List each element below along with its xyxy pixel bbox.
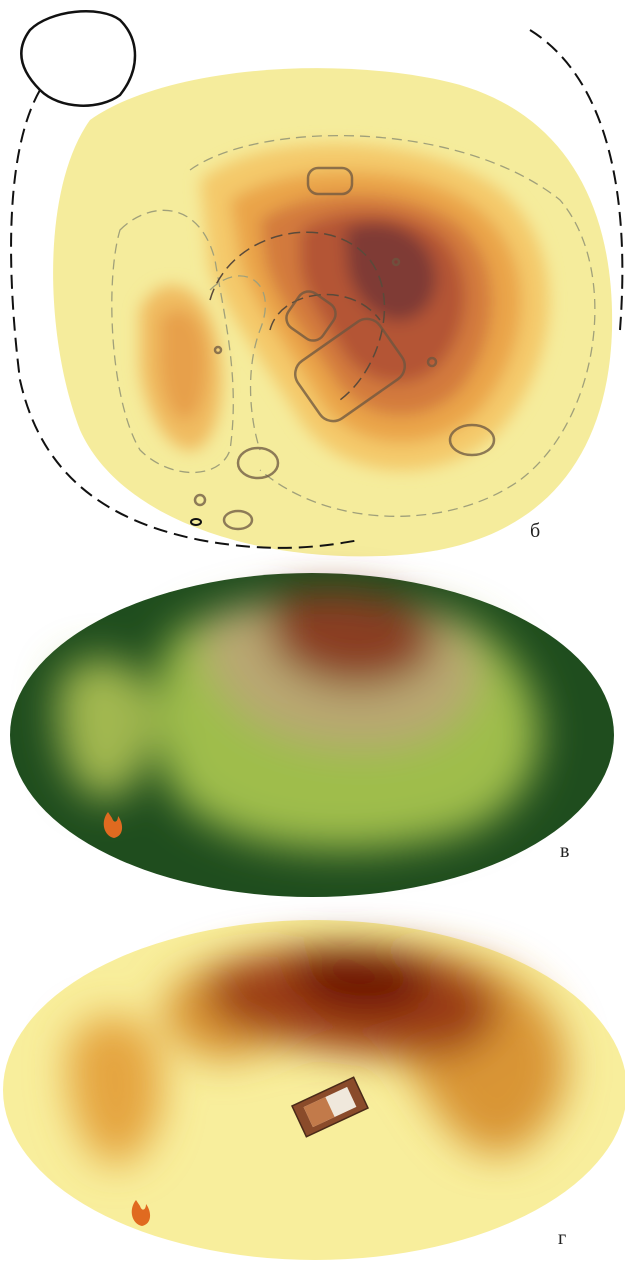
panel-label: б (530, 520, 540, 542)
panel-label: г (558, 1227, 566, 1249)
panel-b: б (11, 11, 622, 556)
panel-v: в (10, 573, 614, 897)
panel-label: в (560, 840, 569, 862)
figure: б в г (0, 0, 625, 1271)
panel-g: г (3, 920, 625, 1260)
